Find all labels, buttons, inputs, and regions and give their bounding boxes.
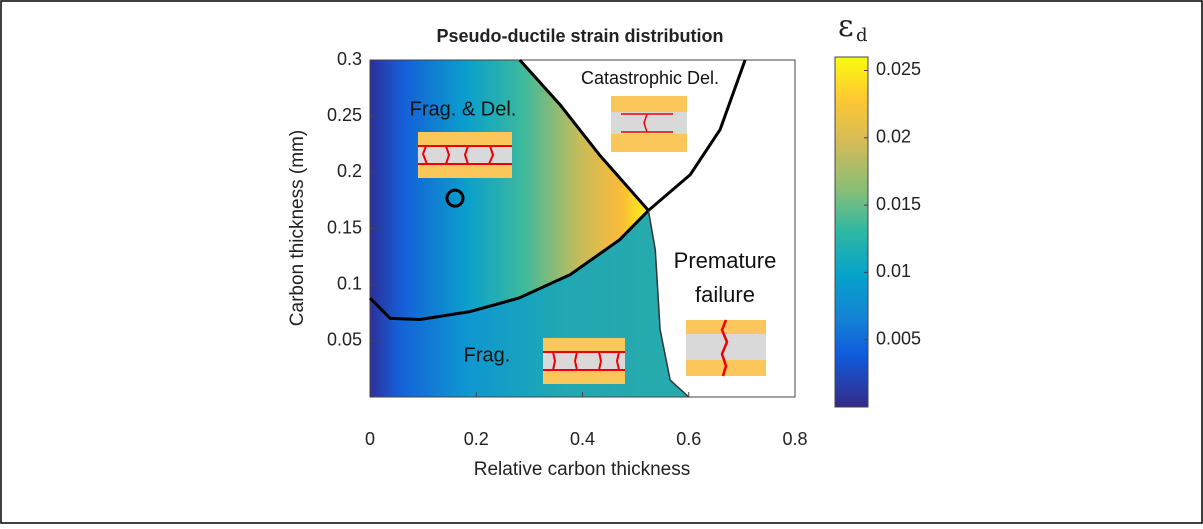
y-tick-label: 0.05: [327, 330, 362, 350]
y-axis-label: Carbon thickness (mm): [287, 130, 308, 326]
annotation: Frag. & Del.: [410, 98, 517, 120]
colorbar-tick-label: 0.015: [876, 194, 921, 214]
schematic: [418, 132, 512, 178]
colorbar-label-subscript: d: [856, 25, 868, 46]
x-axis-label: Relative carbon thickness: [474, 459, 691, 480]
annotation: Premature: [674, 248, 777, 273]
colorbar-tick-label: 0.005: [876, 328, 921, 348]
x-tick-label: 0.4: [570, 429, 595, 449]
x-tick-label: 0.2: [464, 429, 489, 449]
x-tick-label: 0.6: [676, 429, 701, 449]
y-tick-label: 0.1: [337, 273, 362, 293]
boundaries: [368, 58, 747, 398]
schematic: [686, 319, 766, 377]
marker: [445, 188, 465, 208]
colorbar-tick-label: 0.01: [876, 261, 911, 281]
boundary-line: [647, 210, 690, 398]
colorbar-tick-label: 0.02: [876, 127, 911, 147]
schematic: [611, 96, 687, 152]
x-tick-label: 0.8: [782, 429, 807, 449]
schematics: [418, 96, 766, 384]
x-tick-label: 0: [365, 429, 375, 449]
y-tick-label: 0.25: [327, 105, 362, 125]
boundary-line: [647, 59, 747, 212]
annotation: Catastrophic Del.: [581, 68, 719, 88]
y-tick-label: 0.15: [327, 217, 362, 237]
colorbar-tick-label: 0.025: [876, 59, 921, 79]
annotation: Frag.: [464, 344, 511, 366]
colorbar-label: ε: [838, 9, 854, 44]
y-tick-label: 0.2: [337, 161, 362, 181]
boundary-line: [518, 58, 650, 212]
chart-title: Pseudo-ductile strain distribution: [436, 26, 723, 46]
colorbar: [834, 56, 869, 408]
boundary-line: [368, 209, 650, 322]
y-tick-label: 0.3: [337, 49, 362, 69]
schematic: [543, 338, 625, 384]
annotation: failure: [695, 282, 755, 307]
